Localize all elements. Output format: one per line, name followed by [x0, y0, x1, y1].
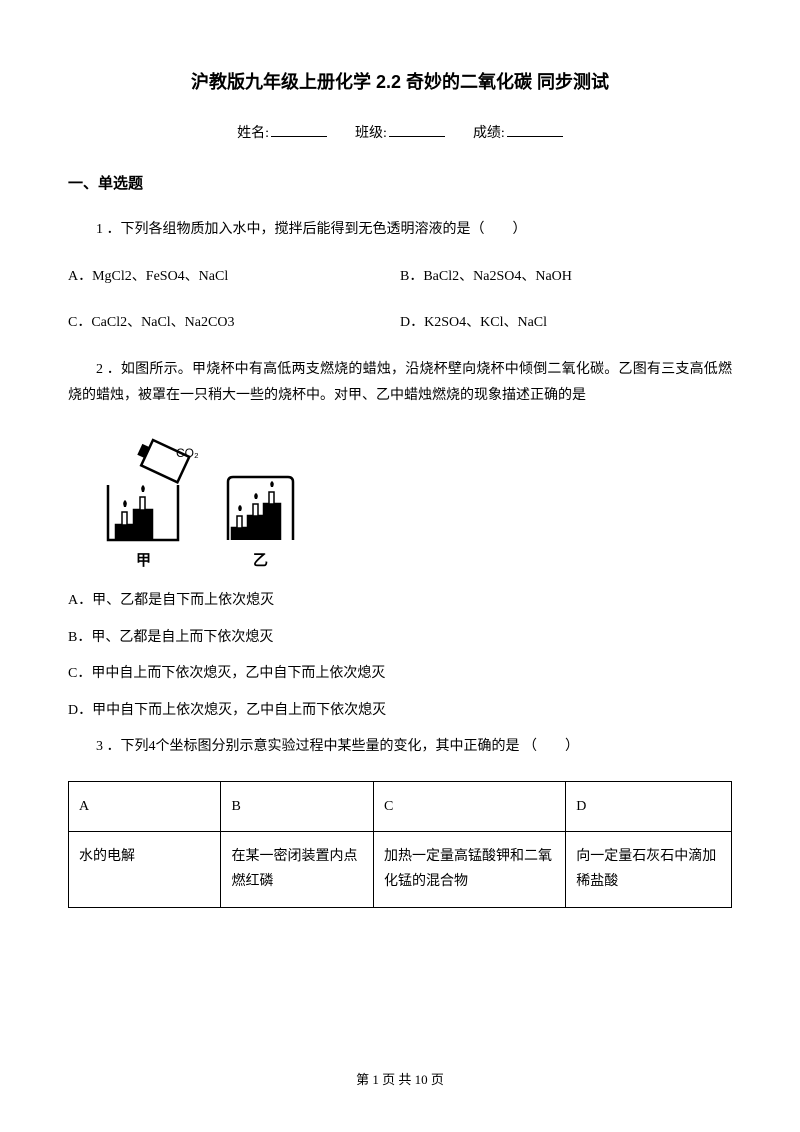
table-row: A B C D [69, 781, 732, 831]
q1-opt-a: A．MgCl2、FeSO4、NaCl [68, 264, 400, 291]
name-blank [271, 123, 327, 137]
q2-opt-a: A．甲、乙都是自下而上依次熄灭 [68, 588, 732, 615]
class-blank [389, 123, 445, 137]
q3-cell-a: 水的电解 [69, 832, 221, 907]
page-title: 沪教版九年级上册化学 2.2 奇妙的二氧化碳 同步测试 [68, 68, 732, 94]
q1-stem: 1 ．下列各组物质加入水中，搅拌后能得到无色透明溶液的是（ ） [68, 217, 732, 244]
page-footer: 第 1 页 共 10 页 [0, 1069, 800, 1088]
q1-opt-d: D．K2SO4、KCl、NaCl [400, 310, 732, 337]
q3-table: A B C D 水的电解 在某一密闭装置内点燃红磷 加热一定量高锰酸钾和二氧化锰… [68, 781, 732, 908]
q3-cell-c: 加热一定量高锰酸钾和二氧化锰的混合物 [373, 832, 565, 907]
q2-opt-c: C．甲中自上而下依次熄灭，乙中自下而上依次熄灭 [68, 661, 732, 688]
score-blank [507, 123, 563, 137]
q3-head-d: D [566, 781, 732, 831]
q3-head-a: A [69, 781, 221, 831]
section-heading: 一、单选题 [68, 172, 732, 193]
q2-opt-d: D．甲中自下而上依次熄灭，乙中自上而下依次熄灭 [68, 698, 732, 725]
q1-opt-c: C．CaCl2、NaCl、Na2CO3 [68, 310, 400, 337]
q1-opt-b: B．BaCl2、Na2SO4、NaOH [400, 264, 732, 291]
name-label: 姓名: [237, 126, 269, 141]
info-row: 姓名: 班级: 成绩: [68, 122, 732, 142]
q3-head-c: C [373, 781, 565, 831]
q2-opt-b: B．甲、乙都是自上而下依次熄灭 [68, 625, 732, 652]
score-label: 成绩: [473, 126, 505, 141]
q3-cell-b: 在某一密闭装置内点燃红磷 [221, 832, 373, 907]
yi-label: 乙 [253, 553, 268, 569]
q2-figure: CO₂ 甲 乙 [98, 430, 732, 570]
q3-stem: 3 ．下列4个坐标图分别示意实验过程中某些量的变化，其中正确的是 （ ） [68, 734, 732, 761]
q3-cell-d: 向一定量石灰石中滴加稀盐酸 [566, 832, 732, 907]
table-row: 水的电解 在某一密闭装置内点燃红磷 加热一定量高锰酸钾和二氧化锰的混合物 向一定… [69, 832, 732, 907]
q3-head-b: B [221, 781, 373, 831]
jia-label: 甲 [136, 552, 151, 569]
class-label: 班级: [355, 126, 387, 141]
co2-label: CO₂ [176, 446, 199, 460]
q2-stem: 2 ．如图所示。甲烧杯中有高低两支燃烧的蜡烛，沿烧杯壁向烧杯中倾倒二氧化碳。乙图… [68, 357, 732, 410]
